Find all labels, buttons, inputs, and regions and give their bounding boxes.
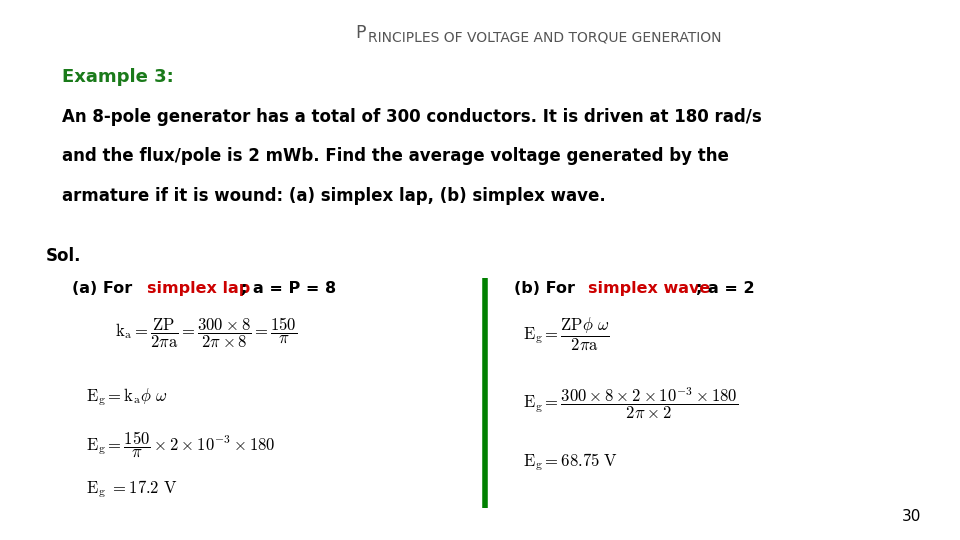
Text: simplex wave: simplex wave <box>588 281 710 296</box>
Text: ; a = 2: ; a = 2 <box>696 281 755 296</box>
Text: armature if it is wound: (a) simplex lap, (b) simplex wave.: armature if it is wound: (a) simplex lap… <box>62 187 606 205</box>
Text: $\mathrm{E_g} = \dfrac{\mathrm{ZP}\phi\ \omega}{2\pi\mathrm{a}}$: $\mathrm{E_g} = \dfrac{\mathrm{ZP}\phi\ … <box>523 316 610 353</box>
Text: $\mathrm{E_g} = \dfrac{300 \times 8 \times 2 \times 10^{-3} \times 180}{2\pi \ti: $\mathrm{E_g} = \dfrac{300 \times 8 \tim… <box>523 386 738 421</box>
Text: simplex lap: simplex lap <box>147 281 251 296</box>
Text: 30: 30 <box>902 509 922 524</box>
Text: ; a = P = 8: ; a = P = 8 <box>241 281 336 296</box>
Text: P: P <box>355 24 366 42</box>
Text: An 8-pole generator has a total of 300 conductors. It is driven at 180 rad/s: An 8-pole generator has a total of 300 c… <box>62 108 762 126</box>
Text: RINCIPLES OF VOLTAGE AND TORQUE GENERATION: RINCIPLES OF VOLTAGE AND TORQUE GENERATI… <box>368 31 721 45</box>
Text: and the flux/pole is 2 mWb. Find the average voltage generated by the: and the flux/pole is 2 mWb. Find the ave… <box>62 147 730 165</box>
Text: $\mathrm{E_g} = 68.75\ \mathrm{V}$: $\mathrm{E_g} = 68.75\ \mathrm{V}$ <box>523 451 618 472</box>
Text: (a) For: (a) For <box>72 281 138 296</box>
Text: Example 3:: Example 3: <box>62 68 174 85</box>
Text: $\mathrm{E_g} = \dfrac{150}{\pi} \times 2 \times 10^{-3} \times 180$: $\mathrm{E_g} = \dfrac{150}{\pi} \times … <box>86 429 276 459</box>
Text: $\mathrm{E_g}\ = 17.2\ \mathrm{V}$: $\mathrm{E_g}\ = 17.2\ \mathrm{V}$ <box>86 478 178 500</box>
Text: Sol.: Sol. <box>46 247 82 265</box>
Text: (b) For: (b) For <box>514 281 580 296</box>
Text: $\mathrm{k_a} = \dfrac{\mathrm{ZP}}{2\pi\mathrm{a}} = \dfrac{300 \times 8}{2\pi : $\mathrm{k_a} = \dfrac{\mathrm{ZP}}{2\pi… <box>115 316 298 349</box>
Text: $\mathrm{E_g = k_a \phi\ \omega}$: $\mathrm{E_g = k_a \phi\ \omega}$ <box>86 386 168 408</box>
